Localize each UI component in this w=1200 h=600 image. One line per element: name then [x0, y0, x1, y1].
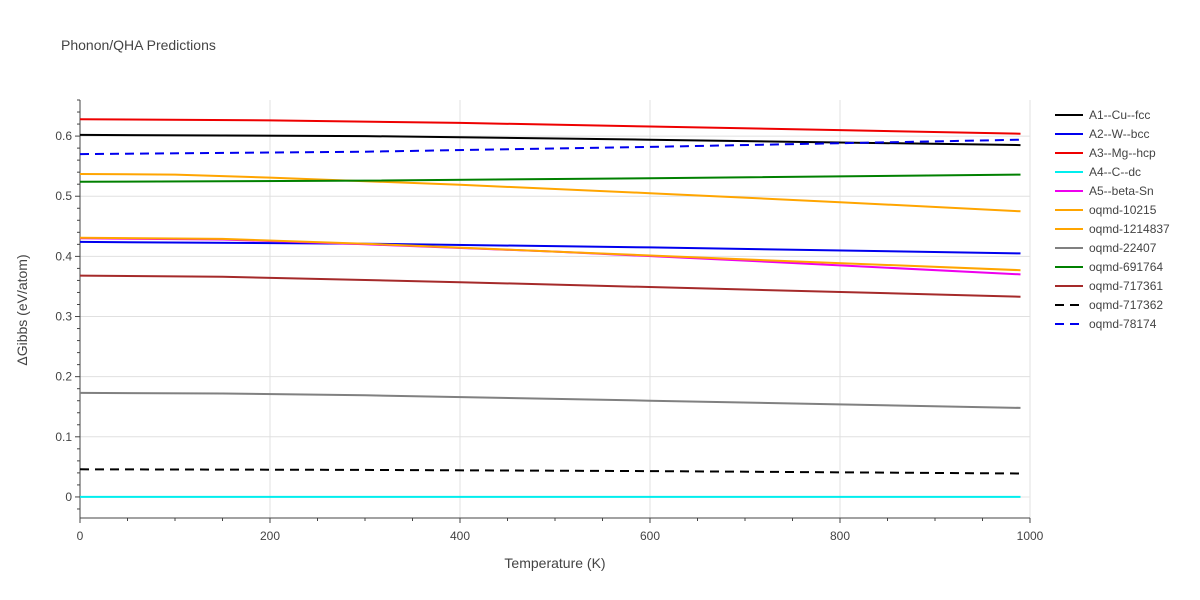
chart-title: Phonon/QHA Predictions: [61, 37, 216, 53]
y-tick-label: 0.6: [55, 129, 72, 143]
series-line-A2--W--bcc: [79, 240, 1021, 255]
grid: [80, 100, 1031, 518]
y-tick-labels: 0 0.1 0.2 0.3 0.4 0.5 0.6: [55, 129, 72, 504]
legend-label: A1--Cu--fcc: [1089, 108, 1150, 122]
y-tick-label: 0.4: [55, 249, 72, 263]
y-tick-label: 0: [65, 490, 72, 504]
legend-label: A2--W--bcc: [1089, 127, 1149, 141]
y-tick-label: 0.1: [55, 430, 72, 444]
x-tick-label: 200: [260, 529, 280, 543]
y-axis-label: ΔGibbs (eV/atom): [14, 254, 30, 365]
legend-label: oqmd-717362: [1089, 298, 1163, 312]
series-line-oqmd-717361: [79, 274, 1021, 298]
x-tick-label: 600: [640, 529, 660, 543]
axes: [75, 99, 1031, 523]
legend-label: A5--beta-Sn: [1089, 184, 1154, 198]
series-line-oqmd-1214837: [79, 173, 1021, 213]
x-tick-label: 1000: [1017, 529, 1044, 543]
legend-label: A3--Mg--hcp: [1089, 146, 1156, 160]
y-tick-label: 0.3: [55, 310, 72, 324]
x-tick-label: 400: [450, 529, 470, 543]
x-tick-label: 0: [77, 529, 84, 543]
legend-label: oqmd-691764: [1089, 260, 1163, 274]
legend: A1--Cu--fcc A2--W--bcc A3--Mg--hcp A4--C--d…: [1055, 108, 1170, 331]
legend-label: oqmd-717361: [1089, 279, 1163, 293]
series-line-oqmd-691764: [79, 173, 1021, 183]
series-line-A3--Mg--hcp: [79, 118, 1021, 135]
series-line-oqmd-10215: [79, 236, 1021, 272]
legend-label: oqmd-1214837: [1089, 222, 1170, 236]
y-tick-label: 0.2: [55, 370, 72, 384]
legend-label: oqmd-78174: [1089, 317, 1157, 331]
legend-label: oqmd-10215: [1089, 203, 1157, 217]
x-tick-label: 800: [830, 529, 850, 543]
x-tick-labels: 0 200 400 600 800 1000: [77, 529, 1044, 543]
series-line-oqmd-717362: [79, 468, 1021, 475]
x-axis-label: Temperature (K): [504, 555, 605, 571]
series-line-oqmd-78174: [79, 138, 1021, 156]
legend-label: A4--C--dc: [1089, 165, 1141, 179]
series-line-oqmd-22407: [79, 391, 1021, 409]
y-tick-label: 0.5: [55, 189, 72, 203]
plot-lines: [79, 118, 1021, 498]
legend-label: oqmd-22407: [1089, 241, 1157, 255]
